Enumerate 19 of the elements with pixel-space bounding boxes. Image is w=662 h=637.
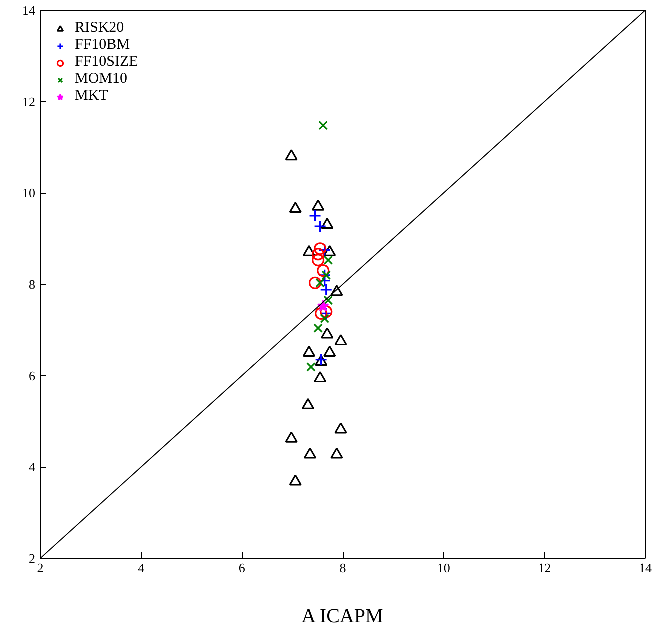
x-axis-title: A ICAPM <box>302 606 384 628</box>
legend-label: MOM10 <box>75 71 128 88</box>
x-tick-label: 14 <box>639 560 652 576</box>
legend-label: MKT <box>75 88 108 105</box>
x-tick-label: 12 <box>538 560 552 576</box>
y-tick-label: 4 <box>29 460 36 475</box>
x-tick-label: 8 <box>340 560 346 576</box>
y-tick-label: 8 <box>29 277 36 292</box>
legend-label: RISK20 <box>75 20 124 37</box>
y-tick-label: 12 <box>22 94 36 110</box>
x-tick-label: 10 <box>437 560 450 576</box>
x-tick-label: 4 <box>138 560 146 576</box>
y-tick-label: 2 <box>29 551 36 566</box>
legend-label: FF10SIZE <box>75 54 138 71</box>
x-tick-label: 6 <box>238 560 246 576</box>
legend-label: FF10BM <box>75 37 130 54</box>
y-tick-label: 6 <box>29 368 36 384</box>
y-tick-label: 14 <box>22 3 36 18</box>
y-tick-label: 10 <box>22 186 36 201</box>
